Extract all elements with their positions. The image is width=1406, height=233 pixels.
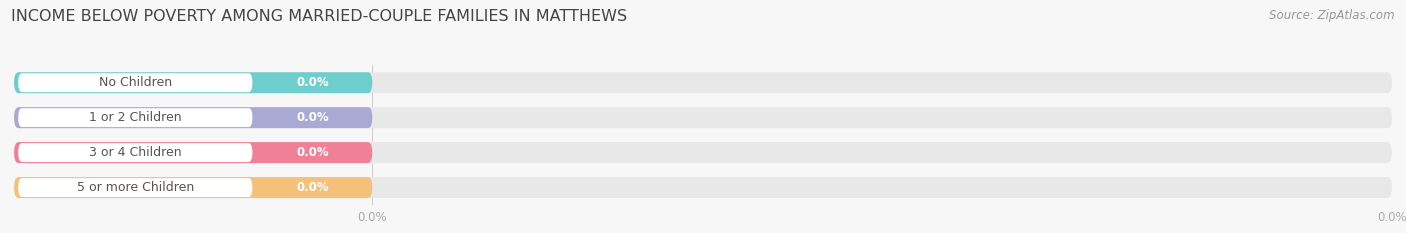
FancyBboxPatch shape (14, 177, 1392, 198)
Text: 5 or more Children: 5 or more Children (77, 181, 194, 194)
Text: No Children: No Children (98, 76, 172, 89)
Text: 0.0%: 0.0% (1376, 211, 1406, 224)
FancyBboxPatch shape (18, 73, 253, 92)
FancyBboxPatch shape (14, 107, 373, 128)
Text: 0.0%: 0.0% (357, 211, 387, 224)
FancyBboxPatch shape (14, 72, 373, 93)
Text: 0.0%: 0.0% (297, 181, 329, 194)
FancyBboxPatch shape (18, 178, 253, 197)
FancyBboxPatch shape (14, 107, 1392, 128)
Text: 3 or 4 Children: 3 or 4 Children (89, 146, 181, 159)
Text: Source: ZipAtlas.com: Source: ZipAtlas.com (1270, 9, 1395, 22)
Text: 1 or 2 Children: 1 or 2 Children (89, 111, 181, 124)
FancyBboxPatch shape (18, 143, 253, 162)
Text: 0.0%: 0.0% (297, 146, 329, 159)
FancyBboxPatch shape (14, 142, 373, 163)
Text: INCOME BELOW POVERTY AMONG MARRIED-COUPLE FAMILIES IN MATTHEWS: INCOME BELOW POVERTY AMONG MARRIED-COUPL… (11, 9, 627, 24)
FancyBboxPatch shape (14, 177, 373, 198)
FancyBboxPatch shape (14, 142, 1392, 163)
FancyBboxPatch shape (14, 72, 1392, 93)
FancyBboxPatch shape (18, 108, 253, 127)
Text: 0.0%: 0.0% (297, 76, 329, 89)
Text: 0.0%: 0.0% (297, 111, 329, 124)
